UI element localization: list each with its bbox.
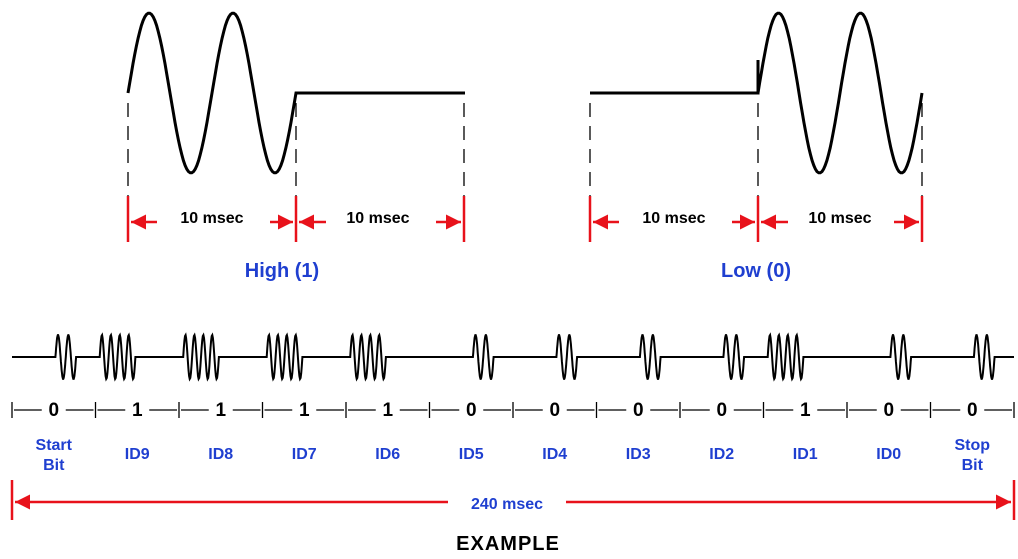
bit-value: 1: [382, 400, 393, 421]
bit-label: ID8: [208, 446, 233, 463]
low-first-interval-label: 10 msec: [642, 210, 705, 227]
high-bit-title: High (1): [245, 260, 319, 282]
bit-label: ID6: [375, 446, 400, 463]
example-caption: EXAMPLE: [456, 533, 560, 555]
high-interval-arrows: [126, 196, 466, 242]
high-dashed-markers: [127, 103, 465, 200]
example-bit-labels: Start Bit ID9 ID8 ID7 ID6 ID5 ID4 ID3 ID2 ID1 ID0 St…: [36, 437, 991, 474]
bit-value: 0: [633, 400, 644, 421]
bit-label: ID9: [125, 446, 150, 463]
example-bit-values: 0 1 1 1 1 0 0 0 0 1 0 0: [48, 400, 977, 421]
bit-label: ID2: [709, 446, 734, 463]
bit-label: ID5: [459, 446, 484, 463]
high-first-interval-label: 10 msec: [180, 210, 243, 227]
high-bit-panel: 10 msec 10 msec High (1): [126, 11, 466, 282]
total-duration-arrow: [10, 480, 1016, 520]
bit-value: 1: [215, 400, 226, 421]
bit-value: 0: [466, 400, 477, 421]
bit-label: ID1: [793, 446, 818, 463]
high-second-interval-label: 10 msec: [346, 210, 409, 227]
bit-label: ID4: [542, 446, 567, 463]
bit-value: 0: [48, 400, 59, 421]
bit-value: 0: [883, 400, 894, 421]
low-second-interval-label: 10 msec: [808, 210, 871, 227]
total-duration-label: 240 msec: [471, 496, 543, 513]
low-waveform: [590, 11, 924, 175]
bit-label: ID0: [876, 446, 901, 463]
low-dashed-markers: [589, 103, 923, 200]
low-bit-title: Low (0): [721, 260, 791, 282]
example-waveform: [12, 332, 1014, 382]
bit-label: Bit: [43, 457, 65, 474]
bit-label: Bit: [962, 457, 984, 474]
bit-value: 1: [299, 400, 310, 421]
low-bit-panel: 10 msec 10 msec Low (0): [588, 11, 924, 282]
example-bit-dividers: [11, 402, 1015, 418]
bit-value: 0: [967, 400, 978, 421]
bit-value: 1: [132, 400, 143, 421]
low-interval-arrows: [588, 196, 924, 242]
high-waveform: [126, 11, 464, 175]
bit-value: 1: [800, 400, 811, 421]
bit-label: Start: [36, 437, 73, 454]
bit-value: 0: [549, 400, 560, 421]
example-panel: 0 1 1 1 1 0 0 0 0 1 0 0 Start Bit ID9 ID8 ID7 ID6 ID5 ID4 I…: [10, 332, 1016, 555]
bit-label: Stop: [954, 437, 990, 454]
bit-value: 0: [716, 400, 727, 421]
bit-label: ID3: [626, 446, 651, 463]
bit-label: ID7: [292, 446, 317, 463]
